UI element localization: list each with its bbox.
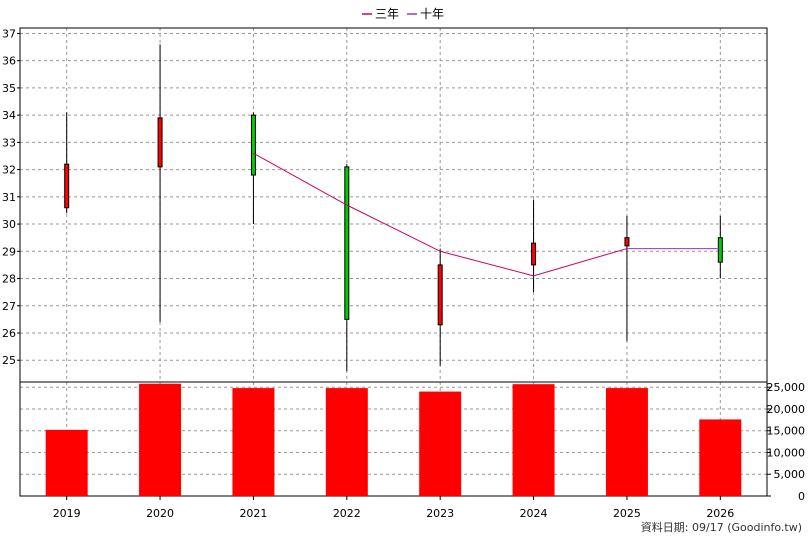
x-tick-label-2022: 2022 (333, 507, 361, 520)
x-axis: 2019 2020 2021 2022 2023 2024 2025 2026 (53, 496, 734, 520)
candle-body-2023 (437, 264, 443, 326)
volume-bar-2023 (419, 391, 462, 496)
x-tick-label-2019: 2019 (53, 507, 81, 520)
grid-layer (20, 28, 767, 496)
volume-bar-2021 (232, 388, 275, 496)
bar-layer (45, 383, 742, 496)
data-date-footer: 資料日期: 09/17 (Goodinfo.tw) (641, 520, 802, 534)
price-axis: 25 26 27 28 29 30 31 32 33 34 35 36 37 (2, 27, 20, 367)
volume-tick-label: 5,000 (774, 468, 806, 481)
price-tick-label: 29 (2, 245, 16, 258)
candle-body-2019 (64, 163, 70, 209)
volume-tick-label: 25,000 (767, 381, 806, 394)
volume-bar-2026 (699, 419, 742, 496)
plot-frame (19, 27, 768, 497)
footer-date: 資料日期: 09/17 (641, 520, 724, 534)
volume-bar-2024 (512, 384, 555, 496)
candle-layer (64, 44, 723, 372)
price-tick-label: 32 (2, 164, 16, 177)
x-tick-label-2026: 2026 (706, 507, 734, 520)
volume-bar-2025 (605, 388, 648, 496)
candle-body-2026 (717, 237, 723, 263)
legend-label-0: 三年 (375, 7, 399, 21)
volume-tick-label: 0 (798, 490, 805, 503)
x-tick-label-2021: 2021 (239, 507, 267, 520)
volume-tick-label: 10,000 (767, 446, 806, 459)
legend-label-1: 十年 (420, 7, 444, 21)
volume-bar-2022 (325, 388, 368, 496)
price-tick-label: 31 (2, 191, 16, 204)
footer-source: (Goodinfo.tw) (727, 521, 802, 534)
price-tick-label: 30 (2, 218, 16, 231)
price-tick-label: 33 (2, 136, 16, 149)
volume-axis: 0 5,000 10,000 15,000 20,000 25,000 (767, 381, 806, 503)
price-tick-label: 36 (2, 55, 16, 68)
price-tick-label: 35 (2, 82, 16, 95)
x-tick-label-2024: 2024 (520, 507, 548, 520)
candle-body-2020 (157, 117, 163, 168)
price-tick-label: 27 (2, 300, 16, 313)
ma-line-0 (253, 152, 628, 277)
ma-layer (253, 152, 721, 277)
x-tick-label-2020: 2020 (146, 507, 174, 520)
price-tick-label: 26 (2, 327, 16, 340)
candle-body-2024 (531, 242, 537, 266)
price-tick-label: 28 (2, 273, 16, 286)
price-tick-label: 34 (2, 109, 16, 122)
candle-body-2022 (344, 166, 350, 320)
candle-body-2021 (250, 114, 256, 176)
volume-tick-label: 20,000 (767, 403, 806, 416)
legend: 三年 十年 (362, 7, 444, 21)
price-tick-label: 37 (2, 27, 16, 40)
x-tick-label-2023: 2023 (426, 507, 454, 520)
volume-bar-2020 (139, 383, 182, 496)
volume-tick-label: 15,000 (767, 425, 806, 438)
volume-bar-2019 (45, 429, 88, 496)
candle-body-2025 (624, 237, 630, 247)
price-tick-label: 25 (2, 354, 16, 367)
x-tick-label-2025: 2025 (613, 507, 641, 520)
